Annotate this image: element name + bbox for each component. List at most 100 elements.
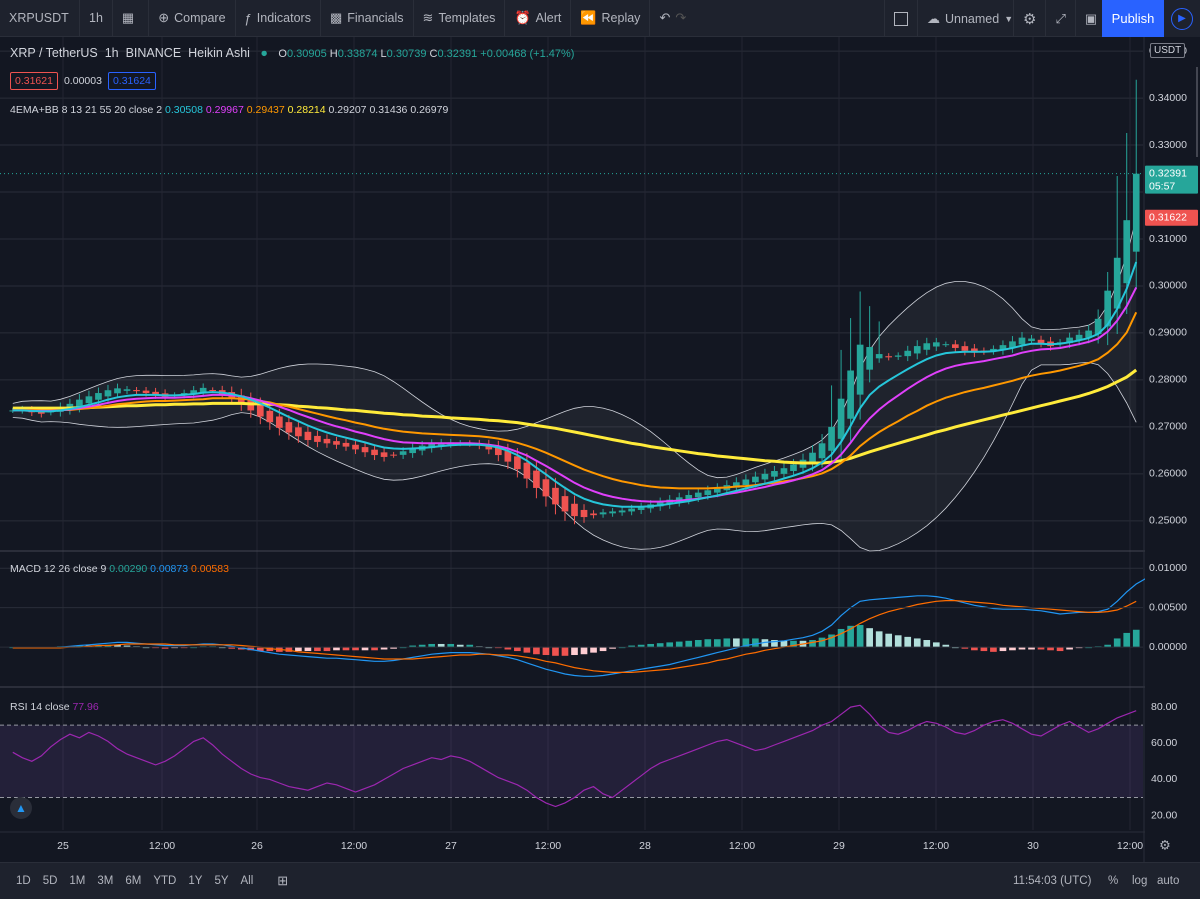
- candle-body: [542, 479, 550, 497]
- macd-legend-name: MACD 12 26 close 9: [10, 563, 107, 575]
- legend-change: +0.00468 (+1.47%): [480, 48, 575, 60]
- range-5y[interactable]: 5Y: [214, 875, 229, 887]
- log-toggle[interactable]: log: [1132, 875, 1148, 887]
- candle-body: [399, 451, 407, 455]
- macd-histogram-bar: [609, 647, 616, 649]
- templates-icon: ≋: [422, 10, 434, 25]
- templates-button[interactable]: ≋ Templates: [414, 0, 506, 37]
- macd-histogram-bar: [599, 647, 607, 652]
- fullscreen-button[interactable]: ⤢: [1046, 0, 1076, 37]
- macd-histogram-bar: [856, 625, 864, 648]
- candle-body: [733, 482, 740, 488]
- right-toolbar-group: ☁ Unnamed ▼ ⚙ ⤢ ▣: [884, 0, 1108, 37]
- legend-interval: 1h: [104, 46, 119, 60]
- h-label: H: [329, 48, 338, 60]
- range-ytd[interactable]: YTD: [153, 875, 177, 887]
- ask-button[interactable]: 0.31624: [107, 72, 156, 90]
- compare-button[interactable]: ⊕ Compare: [149, 0, 236, 37]
- candle-body: [123, 389, 131, 391]
- macd-histogram-bar: [971, 647, 978, 651]
- camera-icon: ▣: [1084, 10, 1098, 26]
- rsi-tick-label: 60.00: [1151, 737, 1177, 749]
- macd-hist-value: 0.00290: [109, 563, 148, 575]
- financials-button[interactable]: ▩ Financials: [321, 0, 414, 37]
- ema8-line: [12, 261, 1138, 508]
- candle-body: [361, 447, 369, 453]
- candle-body: [437, 442, 445, 446]
- macd-histogram-bar: [942, 644, 950, 648]
- percent-toggle[interactable]: %: [1108, 875, 1119, 887]
- play-circle-icon: ▶: [1171, 7, 1193, 30]
- time-tick-label: 28: [639, 840, 651, 852]
- axis-settings-gear-icon[interactable]: ⚙: [1159, 837, 1171, 852]
- candle-body: [875, 354, 883, 359]
- ema-legend: 4EMA+BB 8 13 21 55 20 close 2 0.30508 0.…: [10, 104, 448, 116]
- range-6m[interactable]: 6M: [125, 875, 142, 887]
- macd-histogram-bar: [1132, 629, 1140, 648]
- publish-arrow-button[interactable]: ▶: [1164, 0, 1200, 37]
- rsi-tick-label: 40.00: [1151, 773, 1177, 785]
- macd-histogram-bar: [1018, 647, 1026, 650]
- time-tick-label: 12:00: [1117, 840, 1143, 852]
- candle-body: [323, 438, 331, 444]
- candle-body: [523, 462, 531, 479]
- chart-area[interactable]: 0.350000.340000.330000.310000.300000.290…: [0, 37, 1200, 862]
- redo-icon[interactable]: ↷: [675, 10, 687, 25]
- macd-histogram-bar: [552, 647, 559, 656]
- bar-chart-icon: ▩: [329, 10, 343, 25]
- undo-icon[interactable]: ↶: [659, 10, 671, 25]
- status-dot-icon: ●: [260, 46, 268, 60]
- candle-body: [761, 473, 769, 480]
- candle-body: [95, 393, 102, 400]
- candle-body: [913, 346, 921, 354]
- replay-button[interactable]: ⏪ Replay: [571, 0, 651, 37]
- bid-button[interactable]: 0.31621: [10, 72, 58, 90]
- alert-label: Alert: [535, 11, 562, 25]
- chart-style-button[interactable]: ▦: [113, 0, 150, 37]
- chart-canvas[interactable]: 0.350000.340000.330000.310000.300000.290…: [0, 37, 1200, 862]
- publish-button[interactable]: Publish: [1102, 0, 1164, 37]
- ema-legend-name: 4EMA+BB 8 13 21 55 20 close 2: [10, 104, 163, 116]
- clock-display[interactable]: 11:54:03 (UTC): [1013, 875, 1092, 887]
- layout-button[interactable]: ☁ Unnamed ▼: [918, 0, 1014, 37]
- macd-histogram-bar: [790, 640, 797, 648]
- macd-histogram-bar: [704, 639, 712, 648]
- indicators-button[interactable]: ƒ Indicators: [236, 0, 321, 37]
- range-1m[interactable]: 1M: [69, 875, 86, 887]
- legend-high: 0.33874: [337, 48, 378, 60]
- auto-toggle[interactable]: auto: [1157, 875, 1180, 887]
- bid-ask-row: 0.31621 0.00003 0.31624: [10, 72, 156, 90]
- settings-button[interactable]: ⚙: [1014, 0, 1047, 37]
- range-3m[interactable]: 3M: [97, 875, 114, 887]
- top-toolbar: XRPUSDT 1h ▦ ⊕ Compare ƒ Indicators ▩ Finan…: [0, 0, 1200, 37]
- macd-histogram-bar: [637, 644, 645, 648]
- candle-body: [818, 443, 826, 459]
- range-all[interactable]: All: [240, 875, 254, 887]
- fullscreen-square-button[interactable]: [884, 0, 918, 37]
- rsi-line: [12, 704, 1137, 808]
- tradingview-logo-icon[interactable]: ▲: [10, 797, 32, 819]
- candle-body: [609, 511, 616, 514]
- symbol-search-button[interactable]: XRPUSDT: [0, 0, 80, 37]
- range-1y[interactable]: 1Y: [188, 875, 203, 887]
- candle-body: [485, 444, 493, 450]
- alert-button[interactable]: ⏰ Alert: [505, 0, 572, 37]
- range-1d[interactable]: 1D: [16, 875, 31, 887]
- range-5d[interactable]: 5D: [42, 875, 58, 887]
- candle-body: [885, 356, 893, 358]
- currency-badge[interactable]: USDT: [1150, 43, 1186, 58]
- bottom-toolbar: 1D 5D 1M 3M 6M YTD 1Y 5Y All ⊞ 11:54:03 (UTC) % …: [0, 862, 1200, 899]
- candle-body: [142, 390, 150, 394]
- candle-body: [152, 391, 159, 395]
- macd-histogram-bar: [913, 638, 921, 648]
- square-icon: [894, 11, 908, 26]
- candle-body: [704, 490, 712, 495]
- macd-histogram-bar: [761, 639, 769, 648]
- candle-body: [104, 390, 112, 397]
- interval-button[interactable]: 1h: [80, 0, 113, 37]
- macd-histogram-bar: [723, 638, 731, 648]
- macd-histogram-bar: [999, 647, 1007, 652]
- calendar-icon[interactable]: ⊞: [277, 873, 289, 888]
- price-tick-label: 0.25000: [1149, 515, 1187, 527]
- candle-body: [790, 464, 797, 472]
